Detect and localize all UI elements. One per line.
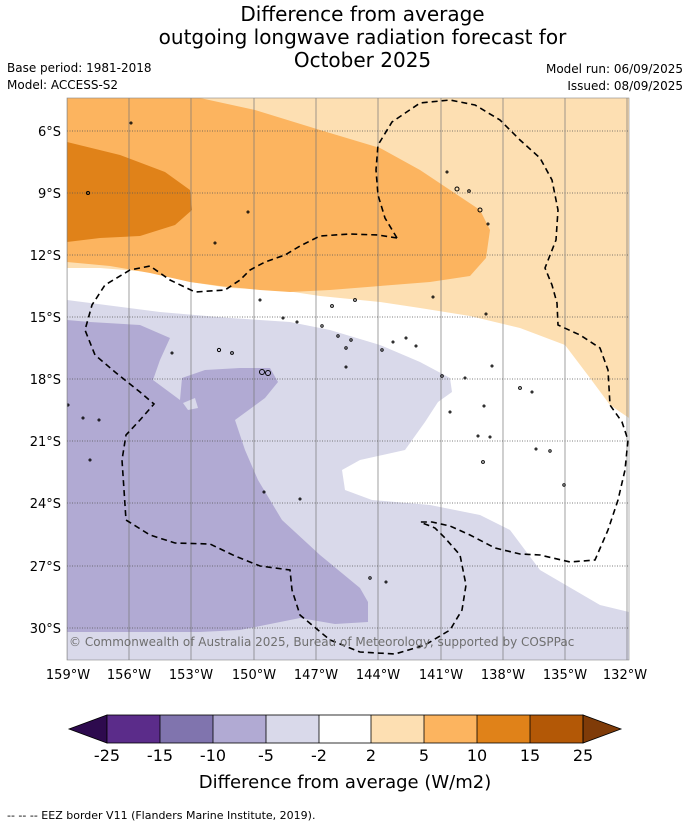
- parallel-lines: [67, 130, 629, 629]
- lat-label: 24°S: [30, 497, 61, 512]
- lon-label: 132°W: [603, 668, 647, 683]
- colorbar-tick-label: 25: [573, 746, 593, 765]
- colorbar-ticks: -25 -15 -10 -5 -2 2 5 10 15 25: [94, 746, 593, 765]
- lat-label: 30°S: [30, 622, 61, 637]
- lon-label: 135°W: [543, 668, 587, 683]
- colorbar-bin: [424, 715, 477, 743]
- colorbar-bin: [107, 715, 160, 743]
- colorbar-bin: [160, 715, 213, 743]
- colorbar-dividers: [159, 715, 531, 743]
- lon-label: 147°W: [294, 668, 338, 683]
- lon-label: 150°W: [232, 668, 276, 683]
- colorbar-tick-label: -25: [94, 746, 120, 765]
- base-period-label: Base period: 1981-2018: [7, 61, 152, 75]
- title-line-2: outgoing longwave radiation forecast for: [158, 25, 567, 49]
- lat-label: 6°S: [38, 125, 61, 140]
- colorbar: -25 -15 -10 -5 -2 2 5 10 15 25 Differenc…: [67, 714, 623, 793]
- lat-label: 15°S: [30, 311, 61, 326]
- colorbar-extend-high: [582, 714, 623, 744]
- colorbar-bin: [371, 715, 424, 743]
- map-frame: [66, 97, 630, 661]
- colorbar-tick-label: 2: [366, 746, 376, 765]
- lon-label: 159°W: [46, 668, 90, 683]
- colorbar-extend-low: [67, 714, 108, 744]
- colorbar-bin: [319, 715, 371, 743]
- eez-footnote: -- -- -- EEZ border V11 (Flanders Marine…: [7, 809, 316, 822]
- model-run-label: Model run: 06/09/2025: [545, 62, 683, 76]
- lat-label: 18°S: [30, 373, 61, 388]
- colorbar-title: Difference from average (W/m2): [199, 772, 491, 793]
- colorbar-tick-label: 5: [419, 746, 429, 765]
- issued-label: Issued: 08/09/2025: [567, 79, 683, 93]
- contour-below-hole: [183, 398, 198, 410]
- eez-border-east: [375, 99, 629, 563]
- lat-label: 21°S: [30, 435, 61, 450]
- lon-axis: 159°W 156°W 153°W 150°W 147°W 144°W 141°…: [46, 668, 647, 683]
- map-copyright: © Commonwealth of Australia 2025, Bureau…: [69, 635, 574, 649]
- eez-border-west: [84, 233, 467, 655]
- lat-axis: 6°S 9°S 12°S 15°S 18°S 21°S 24°S 27°S 30…: [30, 125, 61, 637]
- colorbar-tick-label: 10: [467, 746, 487, 765]
- colorbar-bin: [530, 715, 583, 743]
- lon-label: 153°W: [169, 668, 213, 683]
- colorbar-bin: [266, 715, 319, 743]
- colorbar-frame: [106, 714, 584, 744]
- colorbar-tick-label: -10: [200, 746, 226, 765]
- lat-label: 12°S: [30, 249, 61, 264]
- lon-label: 144°W: [356, 668, 400, 683]
- island-outlines: [67, 121, 566, 584]
- model-label: Model: ACCESS-S2: [7, 78, 119, 92]
- map-plot-area: © Commonwealth of Australia 2025, Bureau…: [67, 98, 629, 660]
- title-line-1: Difference from average: [240, 2, 485, 26]
- lon-label: 138°W: [481, 668, 525, 683]
- title-line-3: October 2025: [293, 48, 432, 72]
- colorbar-tick-label: -5: [258, 746, 274, 765]
- colorbar-bin: [477, 715, 530, 743]
- lat-label: 27°S: [30, 560, 61, 575]
- contour-above-5-10: [67, 98, 490, 292]
- contour-above-10-15: [67, 142, 192, 242]
- colorbar-tick-label: -2: [311, 746, 327, 765]
- contour-below-10-5: [67, 320, 368, 632]
- colorbar-tick-label: 15: [520, 746, 540, 765]
- lat-label: 9°S: [38, 187, 61, 202]
- colorbar-tick-label: -15: [147, 746, 173, 765]
- lon-label: 141°W: [419, 668, 463, 683]
- lon-label: 156°W: [107, 668, 151, 683]
- colorbar-bin: [213, 715, 266, 743]
